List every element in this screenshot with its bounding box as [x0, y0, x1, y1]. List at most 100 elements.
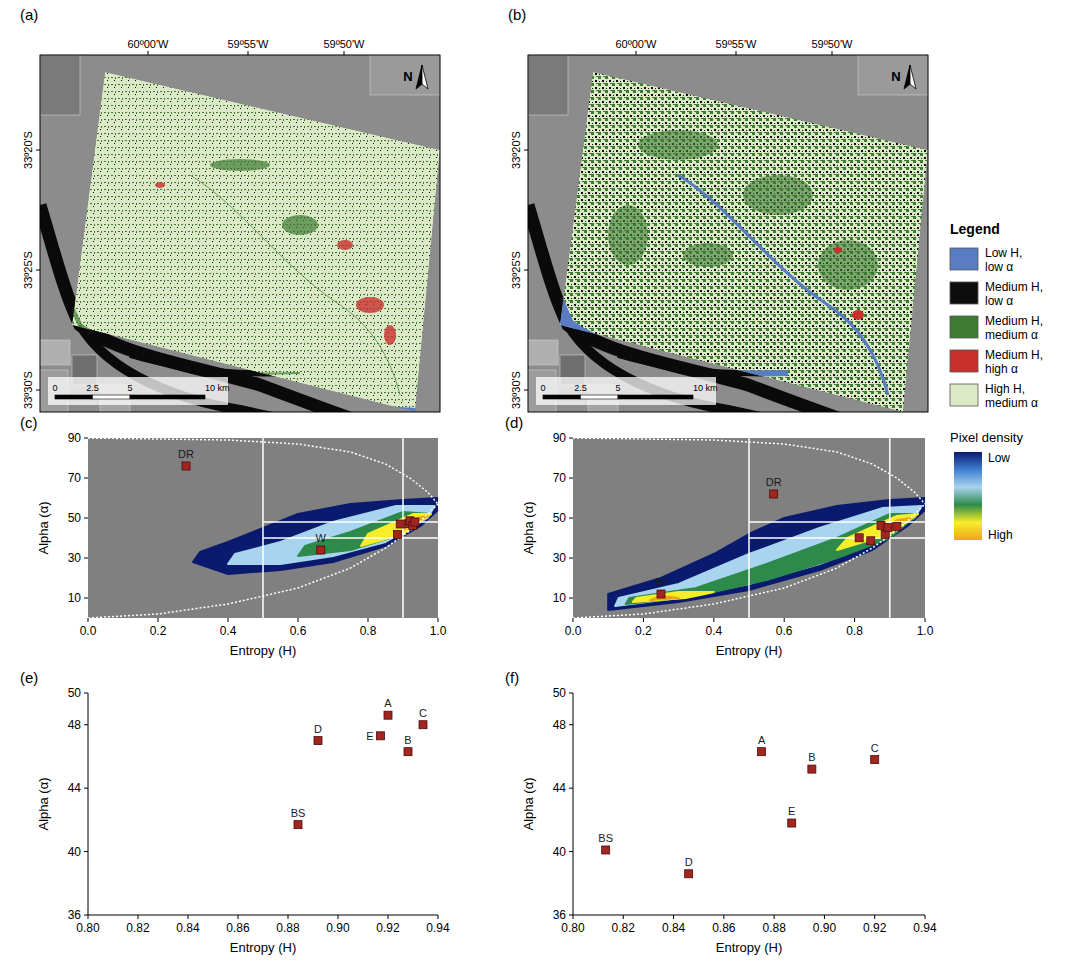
arrow-half: [416, 65, 422, 89]
y-tick: [569, 788, 573, 789]
x-tick-label: 0.8: [360, 624, 377, 638]
x-tick-label: 0.88: [762, 921, 786, 935]
data-point: [602, 846, 610, 854]
legend-label: High H,medium α: [985, 382, 1038, 410]
y-tick: [569, 693, 573, 694]
figure: 02.5510 kmN60º00'W59º55'W59º50'W33º20'S3…: [0, 0, 1085, 974]
y-tick: [569, 478, 573, 479]
satellite-ground: [40, 55, 440, 412]
x-tick-label: 0.80: [561, 921, 585, 935]
data-point: [884, 524, 892, 532]
x-tick: [713, 618, 714, 622]
y-tick: [84, 693, 88, 694]
x-tick: [573, 618, 574, 622]
legend-swatch: [950, 248, 978, 270]
plot-background: [573, 438, 925, 618]
field: [370, 55, 440, 95]
x-axis-title: Entropy (H): [230, 940, 296, 955]
plot-area: [88, 438, 438, 618]
river-class: [130, 355, 300, 373]
density-cloud: [608, 498, 925, 610]
y-tick: [569, 915, 573, 916]
class-patch: [384, 325, 396, 345]
point-label: B: [404, 734, 411, 746]
scale-segment: [55, 395, 93, 399]
class-area: [560, 72, 928, 412]
data-point: [314, 737, 322, 745]
data-point: [808, 765, 816, 773]
north-label: N: [403, 69, 412, 84]
x-tick: [228, 618, 229, 622]
data-point: [384, 711, 392, 719]
x-tick-label: 0.88: [276, 921, 300, 935]
scale-bar: 02.5510 km: [48, 377, 230, 405]
scale-label: 2.5: [86, 383, 99, 393]
north-arrow: N: [891, 65, 916, 89]
map-body: [528, 55, 928, 412]
x-tick-label: 0.6: [776, 624, 793, 638]
zone-line: [749, 537, 925, 539]
scale-label: 0: [52, 383, 57, 393]
graticule-tick: [832, 51, 833, 55]
x-tick: [874, 915, 875, 919]
x-tick-label: 1.0: [430, 624, 447, 638]
y-tick: [84, 915, 88, 916]
y-tick-label: 30: [68, 551, 82, 565]
arrow-half: [422, 65, 428, 89]
x-tick-label: 0.80: [76, 921, 100, 935]
graticule-tick: [248, 51, 249, 55]
x-tick: [438, 618, 439, 622]
class-patch: [638, 130, 718, 160]
density-high: High: [988, 528, 1013, 542]
x-tick: [774, 915, 775, 919]
x-tick: [623, 915, 624, 919]
x-tick: [925, 915, 926, 919]
y-tick-label: 44: [68, 781, 82, 795]
class-patch: [683, 243, 733, 267]
class-patch: [852, 310, 864, 320]
y-tick-label: 70: [553, 471, 567, 485]
y-tick-label: 50: [68, 686, 82, 700]
x-tick-label: 0.90: [813, 921, 837, 935]
scale-label: 2.5: [574, 383, 587, 393]
point-label: A: [384, 697, 392, 709]
class-patch: [282, 215, 318, 235]
graticule-tick: [36, 150, 40, 151]
plot-background: [88, 438, 438, 618]
class-area: [72, 72, 440, 412]
x-tick-label: 0.0: [565, 624, 582, 638]
point-label: BS: [598, 832, 613, 844]
legend-swatch: [950, 282, 978, 304]
data-point: [657, 590, 665, 598]
density-cloud: [298, 512, 431, 556]
x-tick-label: 0.94: [426, 921, 450, 935]
x-tick-label: 0.8: [846, 624, 863, 638]
map-frame: [40, 55, 440, 412]
y-axis: [88, 693, 89, 915]
y-tick-label: 90: [553, 431, 567, 445]
graticule-tick: [344, 51, 345, 55]
x-tick: [298, 618, 299, 622]
data-point: [182, 462, 190, 470]
legend-label: Medium H,low α: [985, 280, 1043, 308]
panel-label: (c): [20, 414, 38, 431]
map: 02.5510 km N: [528, 55, 928, 425]
x-axis: [573, 915, 925, 916]
x-tick-label: 0.86: [226, 921, 250, 935]
class-patch: [210, 159, 270, 171]
y-tick: [84, 518, 88, 519]
lon-label: 59º50'W: [812, 38, 854, 50]
x-tick: [158, 618, 159, 622]
data-point: [411, 518, 419, 526]
point-label: A: [758, 734, 766, 746]
density-cloud: [633, 592, 714, 602]
scale-bar: 02.5510 km: [536, 377, 718, 405]
legend-title: Legend: [950, 221, 1000, 237]
point-label: BS: [291, 807, 306, 819]
scale-segment: [581, 395, 619, 399]
data-point: [788, 819, 796, 827]
scale-segment: [618, 395, 693, 399]
legend-label: Medium H,medium α: [985, 314, 1043, 342]
x-tick-label: 0.6: [290, 624, 307, 638]
y-tick-label: 44: [553, 781, 567, 795]
